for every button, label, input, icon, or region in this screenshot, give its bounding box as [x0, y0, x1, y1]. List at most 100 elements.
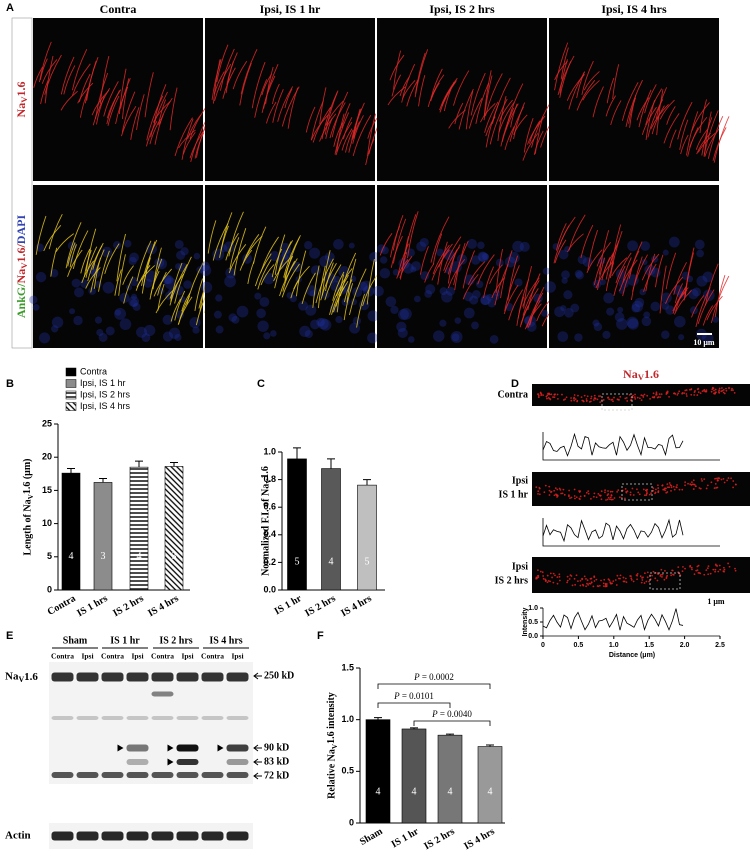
axon-initial-segment: [265, 66, 274, 105]
nav-puncta: [537, 394, 540, 397]
micrograph: [205, 18, 388, 181]
nav-puncta: [623, 580, 626, 583]
y-tick-label: 5: [47, 551, 52, 561]
bar: [93, 482, 113, 591]
dapi-nucleus: [564, 246, 571, 253]
nav-puncta: [723, 481, 726, 484]
axon-initial-segment: [274, 241, 292, 289]
nav-puncta: [549, 491, 552, 493]
nav-puncta: [699, 487, 702, 490]
axon-initial-segment: [44, 55, 54, 104]
blot-band: [201, 772, 224, 778]
dapi-nucleus: [392, 268, 400, 276]
roi-box: [601, 393, 633, 411]
nav-puncta: [590, 397, 592, 400]
nav-puncta: [552, 572, 555, 575]
axon-initial-segment: [216, 44, 229, 83]
nav-puncta: [725, 389, 728, 392]
nav-puncta: [598, 584, 601, 587]
axon-initial-segment: [636, 97, 650, 121]
nav-puncta: [643, 494, 646, 497]
dapi-nucleus: [512, 240, 524, 253]
nav-puncta: [693, 483, 696, 486]
nav-puncta: [659, 396, 662, 398]
dapi-nucleus: [224, 275, 236, 288]
nav-puncta: [722, 477, 725, 480]
nav-puncta: [633, 396, 636, 399]
nav-puncta: [734, 567, 736, 570]
nav-puncta: [705, 487, 708, 490]
axon-initial-segment: [332, 271, 345, 301]
dapi-nucleus: [279, 242, 292, 255]
nav-puncta: [664, 489, 666, 492]
axon-initial-segment: [534, 116, 544, 154]
axon-initial-segment: [345, 129, 354, 153]
axon-initial-segment: [389, 54, 405, 81]
nav-puncta: [641, 577, 643, 579]
nav-puncta: [544, 580, 547, 583]
dapi-nucleus: [486, 293, 494, 301]
micrograph: [33, 18, 209, 181]
axon-initial-segment: [44, 54, 62, 95]
axon-initial-segment: [697, 289, 715, 325]
axon-initial-segment: [146, 95, 164, 141]
axon-initial-segment: [484, 101, 499, 133]
nav-puncta: [568, 489, 571, 492]
nav-puncta: [660, 573, 662, 576]
nav-puncta: [646, 488, 649, 491]
dapi-nucleus: [213, 310, 222, 319]
error-bar: [99, 477, 107, 483]
nav-puncta: [573, 394, 576, 396]
axon-initial-segment: [650, 104, 669, 129]
y-tick-label: 1.0: [263, 446, 276, 456]
axon-initial-segment: [583, 71, 600, 91]
nav-puncta: [673, 392, 675, 395]
nav-puncta: [579, 579, 582, 582]
axon-initial-segment: [401, 64, 416, 103]
axon-initial-segment: [366, 258, 375, 305]
nav-puncta: [624, 488, 627, 490]
nav-puncta: [711, 388, 714, 391]
axon-initial-segment: [90, 249, 105, 293]
error-bar: [67, 467, 75, 474]
axon-initial-segment: [92, 87, 111, 126]
dapi-nucleus: [420, 271, 430, 281]
axon-initial-segment: [319, 87, 327, 125]
n-label: 4: [448, 786, 453, 797]
nav-puncta: [657, 490, 660, 492]
dapi-nucleus: [410, 266, 417, 273]
dapi-nucleus: [614, 312, 625, 322]
nav-puncta: [600, 579, 602, 582]
dapi-nucleus: [324, 252, 335, 262]
blot-band: [176, 744, 199, 752]
blot-band: [151, 691, 174, 697]
nav-puncta: [607, 396, 610, 399]
blot-band: [76, 716, 99, 720]
nav-puncta: [715, 564, 718, 567]
axon-initial-segment: [696, 132, 712, 155]
dapi-nucleus: [308, 247, 321, 259]
nav-puncta: [696, 565, 699, 568]
nav-puncta: [668, 482, 671, 484]
axon-initial-segment: [439, 77, 458, 111]
dapi-nucleus: [102, 281, 115, 294]
dapi-nucleus: [289, 294, 297, 303]
dapi-nucleus: [128, 296, 140, 307]
axon-initial-segment: [141, 239, 158, 286]
blot-band: [176, 716, 199, 720]
dapi-nucleus: [192, 326, 200, 334]
nav-puncta: [548, 489, 551, 492]
axon-initial-segment: [587, 229, 598, 270]
dapi-nucleus: [69, 308, 76, 315]
axon-initial-segment: [98, 250, 110, 292]
axon-initial-segment: [325, 100, 344, 126]
axon-initial-segment: [430, 216, 450, 263]
x-tick-label: IS 1 hr: [390, 826, 421, 851]
axon-initial-segment: [114, 269, 122, 296]
blot-band: [226, 744, 249, 752]
y-tick-label: 0: [349, 817, 354, 827]
axon-initial-segment: [399, 251, 408, 280]
nav-puncta: [599, 395, 602, 398]
micrograph: [377, 18, 557, 181]
bar: [61, 472, 81, 591]
